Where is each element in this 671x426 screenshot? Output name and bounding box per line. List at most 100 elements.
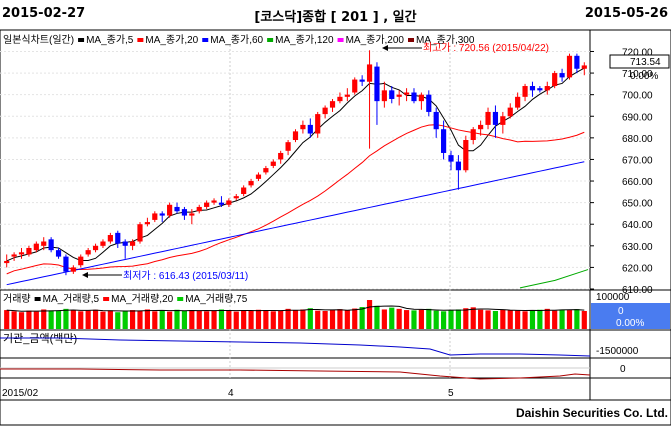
price-tick-label: 630.00 xyxy=(622,242,653,253)
price-tick-label: 640.00 xyxy=(622,220,653,231)
volume-bar xyxy=(107,310,113,329)
price-legend: 일본식차트(일간) MA_종가,5 MA_종가,20 MA_종가,60 MA_종가,12… xyxy=(3,34,475,46)
volume-bar xyxy=(344,310,350,329)
volume-bar xyxy=(144,309,150,329)
volume-bar xyxy=(167,311,173,329)
volume-bar xyxy=(537,309,543,329)
candle-body xyxy=(478,124,484,130)
volume-bar xyxy=(307,308,313,329)
candle-body xyxy=(485,111,491,125)
price-tick-label: 610.00 xyxy=(622,285,653,296)
volume-legend: 거래량 MA_거래량,5 MA_거래량,20 MA_거래량,75 xyxy=(3,293,248,305)
volume-bar xyxy=(233,311,239,329)
chart-title: [코스닥]종합 [ 201 ] , 일간 xyxy=(254,10,417,25)
candle-body xyxy=(574,55,580,69)
volume-bar xyxy=(18,312,25,329)
candle-body xyxy=(441,129,447,153)
volume-bar xyxy=(300,309,306,329)
volume-bar xyxy=(152,311,158,329)
candle-body xyxy=(263,168,269,173)
volume-bar xyxy=(137,310,143,329)
volume-bar xyxy=(500,309,506,329)
volume-bar xyxy=(574,309,580,329)
candle-body xyxy=(426,94,432,112)
volume-bar xyxy=(255,309,262,329)
volume-bar xyxy=(100,311,106,329)
candle-body xyxy=(278,152,284,160)
candle-body xyxy=(322,107,328,115)
candle-body xyxy=(307,124,313,134)
amount-axis-tick: -1500000 xyxy=(596,346,639,357)
price-tick-label: 650.00 xyxy=(622,199,653,210)
candle-body xyxy=(285,142,291,151)
low-annotation: 최저가 : 616.43 (2015/03/11) xyxy=(82,270,248,282)
price-tick-label: 720.00 xyxy=(622,47,653,58)
candle-body xyxy=(374,66,380,102)
candle-body xyxy=(300,124,306,130)
candle-body xyxy=(167,204,173,216)
volume-bar xyxy=(63,308,69,329)
candle-body xyxy=(78,256,84,266)
volume-bar xyxy=(241,310,247,329)
price-tick-label: 670.00 xyxy=(622,155,653,166)
volume-bar xyxy=(359,307,365,329)
candle-body xyxy=(381,90,387,102)
candle-body xyxy=(129,241,136,246)
volume-bar xyxy=(70,310,76,329)
candle-body xyxy=(292,131,299,141)
candle-body xyxy=(152,213,158,220)
volume-bar xyxy=(159,310,165,329)
price-change-pct: 0.00% xyxy=(630,71,658,82)
candle-body xyxy=(352,79,358,93)
candle-body xyxy=(522,86,528,97)
volume-bar xyxy=(448,310,454,329)
volume-bar xyxy=(322,310,328,329)
candle-body xyxy=(418,94,424,102)
volume-bar xyxy=(426,308,432,329)
candle-body xyxy=(552,73,558,87)
volume-bar xyxy=(389,307,395,329)
current-price: 713.54 xyxy=(630,57,661,68)
candle-body xyxy=(470,129,476,141)
volume-bar xyxy=(4,310,10,329)
volume-bar xyxy=(41,309,47,329)
volume-bar xyxy=(78,311,84,329)
price-tick-label: 680.00 xyxy=(622,134,653,145)
candle-body xyxy=(85,250,91,255)
price-tick-label: 710.00 xyxy=(622,69,653,80)
volume-axis-tick: 100000 xyxy=(596,292,630,303)
candle-body xyxy=(411,92,417,102)
candle-body xyxy=(270,161,276,166)
volume-change-pct: 0.00% xyxy=(616,318,644,329)
candle-body xyxy=(248,181,254,186)
x-label-apr: 4 xyxy=(228,388,234,399)
candle-body xyxy=(448,155,454,162)
high-label: 최고가 : 720.56 (2015/04/22) xyxy=(423,42,549,54)
candle-body xyxy=(70,267,76,272)
ma-5-line xyxy=(6,67,585,262)
legend-entry: MA_거래량,20 xyxy=(111,293,174,305)
price-tick-label: 660.00 xyxy=(622,177,653,188)
ma-120-line xyxy=(519,269,589,289)
candles xyxy=(4,50,587,276)
volume-bar xyxy=(211,310,217,329)
volume-bar xyxy=(55,310,62,329)
volume-bar xyxy=(566,310,573,329)
volume-bar xyxy=(122,310,128,329)
volume-bar xyxy=(248,310,254,329)
volume-bar xyxy=(11,311,17,329)
price-axis: 720.00 710.00 700.00 690.00 680.00 670.00 660.… xyxy=(590,47,653,296)
candle-body xyxy=(329,101,336,108)
start-date: 2015-02-27 xyxy=(2,6,86,21)
candle-body xyxy=(492,111,499,125)
volume-bar xyxy=(226,310,232,329)
candle-body xyxy=(403,92,410,95)
volume-bar xyxy=(544,308,550,329)
candle-body xyxy=(566,55,573,78)
volume-bar xyxy=(270,311,276,329)
candle-body xyxy=(204,202,210,207)
candle-body xyxy=(55,250,62,257)
candle-body xyxy=(315,114,321,134)
candle-body xyxy=(233,196,239,199)
